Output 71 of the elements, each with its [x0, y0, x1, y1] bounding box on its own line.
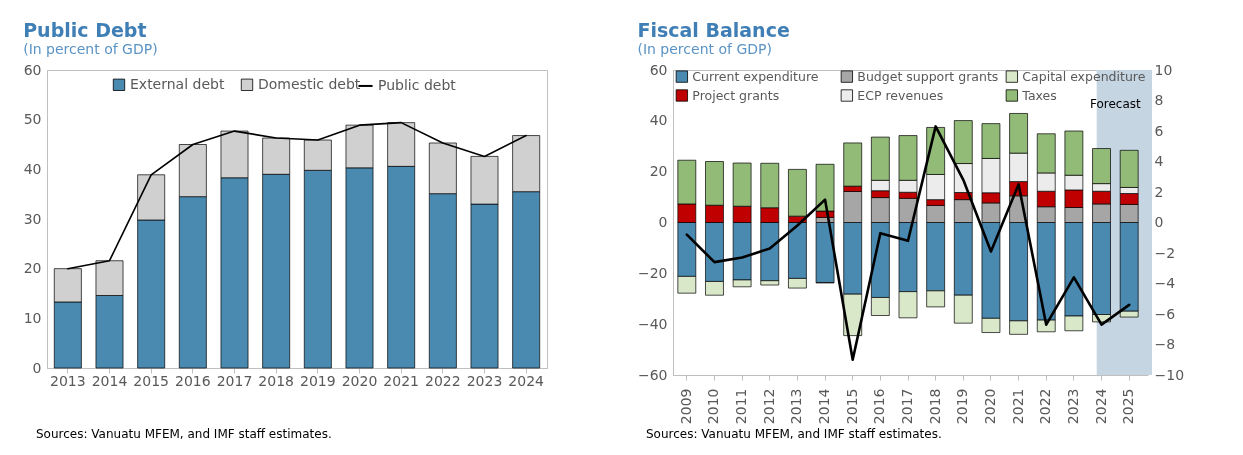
- x-tick-label: 2023: [1064, 388, 1081, 425]
- source-note: Sources: Vanuatu MFEM, and IMF staff estimates.: [646, 427, 942, 441]
- x-tick-label: 2025: [1120, 388, 1137, 425]
- y-tick-label: 30: [23, 210, 42, 227]
- x-tick-label: 2023: [466, 372, 503, 389]
- y2-tick-label: −2: [1154, 244, 1176, 261]
- y2-tick-label: 0: [1154, 214, 1164, 230]
- y2-tick-label: 10: [1154, 61, 1173, 78]
- x-tick-label: 2015: [843, 388, 860, 425]
- chart-subtitle: (In percent of GDP): [637, 41, 772, 57]
- legend-label: Public debt: [378, 76, 457, 93]
- band-label: Forecast: [1089, 97, 1142, 111]
- y-tick-label: 20: [23, 260, 42, 277]
- y-tick-label: 0: [658, 214, 668, 230]
- x-tick-label: 2014: [91, 372, 128, 389]
- x-tick-label: 2022: [425, 372, 461, 389]
- x-tick-label: 2013: [788, 388, 805, 425]
- x-tick-label: 2024: [508, 372, 545, 389]
- y-tick-label: −60: [637, 366, 668, 383]
- y2-tick-label: −8: [1154, 336, 1176, 352]
- legend-label: Capital expenditure: [1022, 68, 1146, 84]
- y-tick-label: 0: [32, 359, 42, 376]
- y-tick-label: 40: [649, 112, 668, 129]
- x-tick-label: 2017: [216, 372, 253, 389]
- x-tick-label: 2022: [1037, 388, 1054, 425]
- legend-label: Project grants: [692, 87, 780, 103]
- legend-label: Current expenditure: [692, 68, 819, 84]
- y2-tick-label: 6: [1154, 122, 1164, 139]
- y2-tick-label: −4: [1154, 275, 1176, 291]
- legend-label: Budget support grants: [857, 68, 999, 84]
- legend-label: External debt: [130, 75, 225, 92]
- x-tick-label: 2019: [954, 388, 971, 425]
- legend-label: Domestic debt: [258, 75, 361, 92]
- y2-tick-label: −6: [1154, 305, 1176, 322]
- chart-subtitle: (In percent of GDP): [23, 41, 158, 57]
- x-tick-label: 2013: [50, 372, 86, 389]
- x-tick-label: 2021: [1009, 388, 1026, 425]
- y-tick-label: 60: [649, 61, 668, 78]
- y-tick-label: 10: [23, 309, 42, 326]
- source-note: Sources: Vanuatu MFEM, and IMF staff estimates.: [36, 427, 332, 441]
- x-tick-label: 2021: [383, 372, 419, 389]
- y-tick-label: −40: [637, 315, 668, 332]
- y-tick-label: 20: [649, 163, 668, 180]
- y2-tick-label: 4: [1154, 153, 1164, 169]
- chart-title: Fiscal Balance: [637, 19, 790, 41]
- legend-label: Taxes: [1021, 87, 1057, 103]
- y-tick-label: −20: [637, 264, 668, 281]
- x-tick-label: 2009: [677, 388, 694, 425]
- x-tick-label: 2010: [705, 388, 722, 425]
- x-tick-label: 2012: [760, 388, 777, 425]
- x-tick-label: 2018: [926, 388, 943, 425]
- y2-tick-label: 8: [1154, 92, 1164, 108]
- bar: [815, 222, 835, 283]
- x-tick-label: 2018: [258, 372, 294, 389]
- x-tick-label: 2016: [175, 372, 211, 389]
- chart-title: Public Debt: [23, 19, 147, 41]
- legend-label: ECP revenues: [857, 87, 944, 103]
- x-tick-label: 2015: [133, 372, 169, 389]
- y-tick-label: 40: [23, 160, 42, 177]
- x-tick-label: 2019: [300, 372, 336, 389]
- y2-tick-label: 2: [1154, 183, 1164, 200]
- x-tick-label: 2024: [1092, 388, 1109, 425]
- x-tick-label: 2011: [733, 388, 750, 425]
- x-tick-label: 2020: [341, 372, 378, 389]
- x-tick-label: 2014: [816, 388, 833, 425]
- x-tick-label: 2020: [981, 388, 998, 425]
- y-tick-label: 50: [23, 111, 42, 128]
- x-tick-label: 2017: [899, 388, 915, 425]
- x-tick-label: 2016: [871, 388, 888, 425]
- y-tick-label: 60: [23, 61, 42, 78]
- y2-tick-label: −10: [1154, 366, 1185, 383]
